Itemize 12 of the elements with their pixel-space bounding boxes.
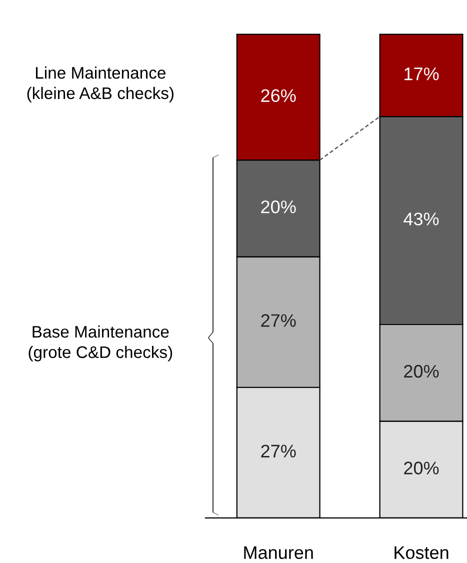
data-label: 20% bbox=[404, 364, 439, 378]
data-label: 20% bbox=[261, 200, 296, 214]
data-label: 26% bbox=[261, 89, 296, 102]
x-tick-label: Manuren bbox=[244, 546, 313, 559]
text: Line Maintenance (kleine A&B checks) bbox=[27, 66, 174, 102]
text: Base Maintenance (grote C&D checks) bbox=[28, 325, 172, 362]
data-label: 43% bbox=[404, 212, 439, 226]
data-label: 20% bbox=[404, 462, 439, 474]
data-label: 27% bbox=[261, 444, 296, 458]
data-label: 17% bbox=[404, 68, 439, 80]
x-tick-label: Kosten bbox=[394, 546, 448, 559]
data-label: 27% bbox=[261, 314, 296, 327]
